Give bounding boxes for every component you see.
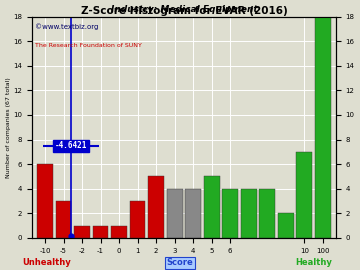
Bar <box>111 226 127 238</box>
Text: Healthy: Healthy <box>295 258 332 267</box>
Bar <box>130 201 145 238</box>
Text: -4.6421: -4.6421 <box>55 141 87 150</box>
Bar <box>167 189 183 238</box>
Text: Industry: Medical Equipment: Industry: Medical Equipment <box>111 5 257 14</box>
Text: The Research Foundation of SUNY: The Research Foundation of SUNY <box>35 43 142 48</box>
Text: ©www.textbiz.org: ©www.textbiz.org <box>35 23 99 30</box>
Title: Z-Score Histogram for EVAR (2016): Z-Score Histogram for EVAR (2016) <box>81 6 287 16</box>
Bar <box>185 189 201 238</box>
Bar <box>93 226 108 238</box>
Bar <box>315 17 330 238</box>
Bar <box>56 201 71 238</box>
Text: Unhealthy: Unhealthy <box>22 258 71 267</box>
Bar <box>148 177 164 238</box>
Y-axis label: Number of companies (67 total): Number of companies (67 total) <box>5 77 10 178</box>
Bar <box>204 177 220 238</box>
Bar <box>259 189 275 238</box>
Bar <box>241 189 257 238</box>
Bar <box>37 164 53 238</box>
Bar <box>222 189 238 238</box>
Bar <box>74 226 90 238</box>
Bar <box>278 213 294 238</box>
Bar <box>296 152 312 238</box>
Text: Score: Score <box>167 258 193 267</box>
